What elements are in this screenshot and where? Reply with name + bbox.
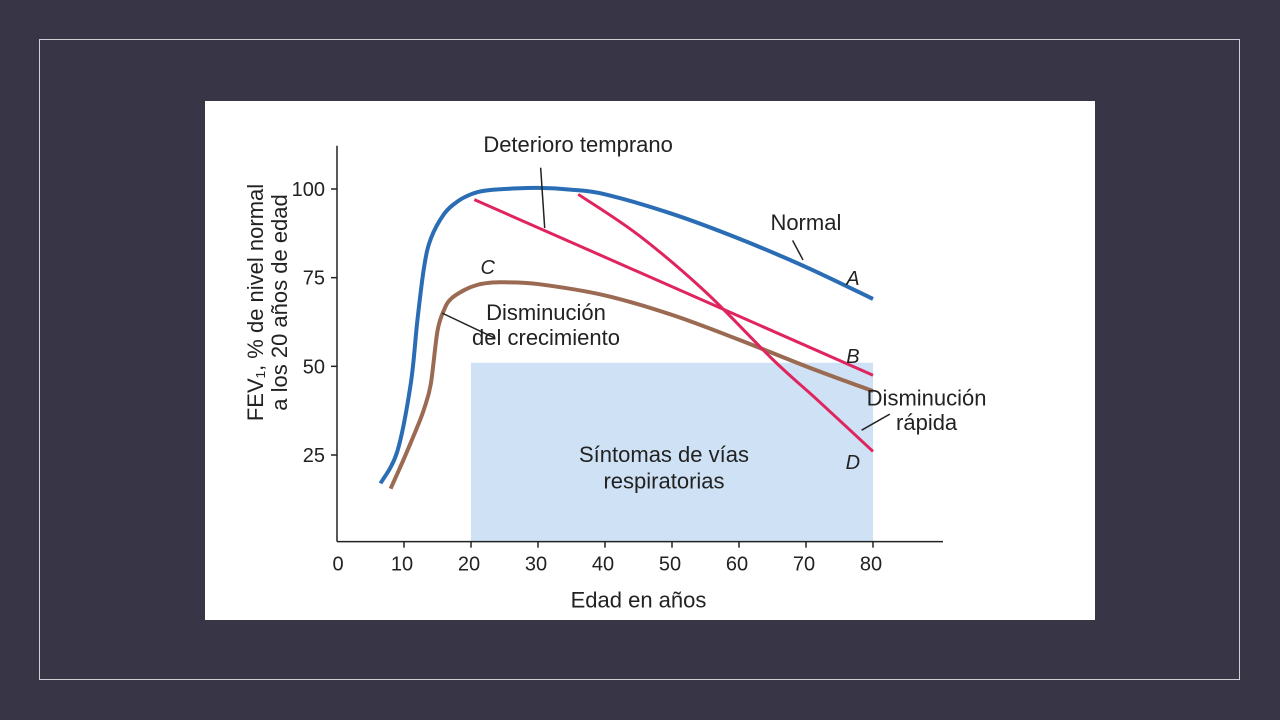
series-rapida-line <box>577 193 875 453</box>
y-tick-label: 25 <box>303 445 325 467</box>
x-axis-label: Edad en años <box>571 588 707 613</box>
annotation-disminucion-rapida-line2: rápida <box>896 410 958 435</box>
chart-figure: Síntomas de vías respiratorias 0 10 20 30 40… <box>205 101 1095 620</box>
leader-deterioro <box>539 167 546 229</box>
y-ticks: 25 50 75 100 <box>292 179 337 467</box>
x-tick-label: 40 <box>592 554 614 576</box>
leader-normal <box>791 240 804 261</box>
shaded-region-label-line1: Síntomas de vías <box>579 442 749 467</box>
x-tick-label: 70 <box>793 554 815 576</box>
series-normal-line <box>378 185 874 485</box>
shaded-region-symptoms <box>471 362 873 542</box>
x-tick-label: 30 <box>525 554 547 576</box>
fev1-chart: Síntomas de vías respiratorias 0 10 20 30 40… <box>243 132 987 613</box>
x-ticks: 0 10 20 30 40 50 60 70 80 <box>332 541 882 576</box>
annotation-deterioro-temprano: Deterioro temprano <box>483 132 673 157</box>
annotation-a: A <box>845 268 859 290</box>
x-tick-label: 50 <box>659 554 681 576</box>
annotation-d: D <box>846 452 860 474</box>
annotations: Deterioro temprano Normal C A B D Dismin… <box>441 132 987 474</box>
y-tick-label: 50 <box>303 356 325 378</box>
slide-frame <box>39 39 1240 680</box>
annotation-disminucion-rapida-line1: Disminución <box>867 385 987 410</box>
shaded-region-label-line2: respiratorias <box>603 469 724 494</box>
x-tick-label: 0 <box>332 554 343 576</box>
x-tick-label: 10 <box>391 554 413 576</box>
leader-crecimiento <box>441 312 495 339</box>
y-axis-label-line2: a los 20 años de edad <box>267 194 292 411</box>
leader-rapida <box>861 413 891 431</box>
series-crecimiento-line <box>388 280 874 490</box>
x-tick-label: 80 <box>860 554 882 576</box>
y-tick-label: 100 <box>292 179 325 201</box>
annotation-c: C <box>481 257 496 279</box>
y-axis-label-line1: FEV₁, % de nivel normal <box>243 184 268 421</box>
x-tick-label: 20 <box>458 554 480 576</box>
y-tick-label: 75 <box>303 268 325 290</box>
annotation-disminucion-crecimiento-line2: del crecimiento <box>472 325 620 350</box>
annotation-normal: Normal <box>770 210 841 235</box>
series-deterioro-line <box>473 198 874 377</box>
annotation-disminucion-crecimiento-line1: Disminución <box>486 300 606 325</box>
annotation-b: B <box>846 346 859 368</box>
x-tick-label: 60 <box>726 554 748 576</box>
